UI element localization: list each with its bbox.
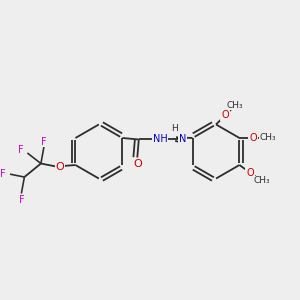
Text: O: O: [133, 159, 142, 169]
Text: H: H: [171, 124, 178, 134]
Text: CH₃: CH₃: [260, 134, 276, 142]
Text: CH₃: CH₃: [227, 101, 243, 110]
Text: F: F: [41, 136, 47, 147]
Text: N: N: [179, 134, 186, 145]
Text: O: O: [221, 110, 229, 121]
Text: O: O: [249, 133, 257, 143]
Text: CH₃: CH₃: [254, 176, 270, 185]
Text: F: F: [18, 145, 24, 155]
Text: F: F: [19, 195, 24, 205]
Text: NH: NH: [153, 134, 167, 145]
Text: O: O: [246, 167, 254, 178]
Text: F: F: [0, 169, 6, 179]
Text: O: O: [56, 161, 64, 172]
